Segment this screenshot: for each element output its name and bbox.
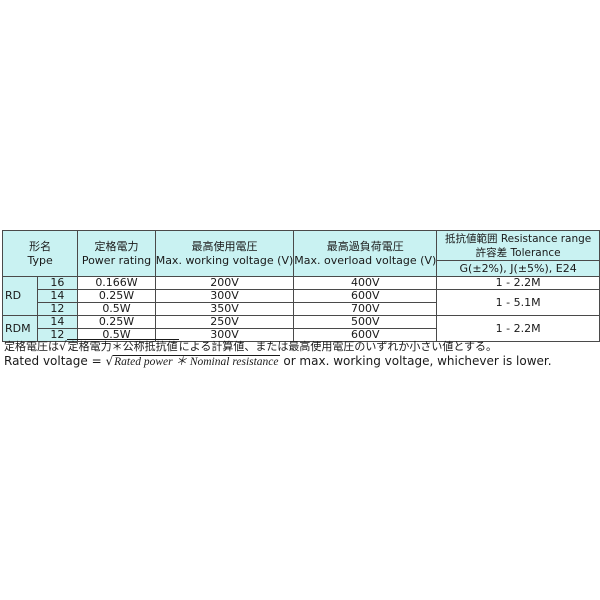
working-voltage-cell: 300V [154, 289, 295, 303]
sqrt-symbol: √ [59, 339, 67, 353]
sqrt-symbol: √ [105, 354, 114, 368]
working-voltage-cell: 300V [154, 328, 295, 342]
header-tolerance-series: G(±2%), J(±5%), E24 [436, 260, 600, 277]
footnote-english: Rated voltage = √Rated power ＊ Nominal r… [4, 353, 552, 370]
footnote-en-radicand: Rated power ＊ Nominal resistance [113, 355, 280, 368]
footnote-en-suffix: or max. working voltage, whichever is lo… [279, 354, 552, 368]
header-power-en: Power rating [81, 253, 152, 267]
size-cell: 12 [36, 328, 79, 342]
power-cell: 0.25W [77, 315, 156, 329]
resistance-range-cell: 1 - 2.2M [436, 315, 600, 342]
table-row: 14 0.25W 300V 600V 1 - 5.1M [3, 289, 600, 316]
header-resistance-range: 抵抗値範囲 Resistance range 許容差 Tolerance [436, 230, 600, 261]
working-voltage-cell: 350V [154, 302, 295, 316]
header-working-en: Max. working voltage (V) [155, 253, 294, 267]
footnote-ja-radicand: 定格電力＊公称抵抗値 [66, 339, 179, 353]
overload-voltage-cell: 400V [293, 276, 438, 290]
power-cell: 0.25W [77, 289, 156, 303]
header-overload-voltage: 最高過負荷電圧 Max. overload voltage (V) [293, 230, 438, 277]
header-resistance-line2: 許容差 Tolerance [475, 246, 561, 259]
footnote-ja-suffix: による計算値、または最高使用電圧のいずれか小さい値とする。 [178, 340, 497, 353]
working-voltage-cell: 250V [154, 315, 295, 329]
size-cell: 12 [36, 302, 79, 316]
footnote-en-prefix: Rated voltage = [4, 354, 106, 368]
size-cell: 16 [36, 276, 79, 290]
header-power-rating: 定格電力 Power rating [77, 230, 156, 277]
size-cell: 14 [36, 289, 79, 303]
header-power-ja: 定格電力 [94, 239, 139, 253]
footnote-japanese: 定格電圧は√定格電力＊公称抵抗値による計算値、または最高使用電圧のいずれか小さい… [4, 339, 497, 354]
power-cell: 0.5W [77, 302, 156, 316]
size-cell: 14 [36, 315, 79, 329]
power-cell: 0.166W [77, 276, 156, 290]
header-type-en: Type [27, 253, 53, 267]
resistance-range-cell: 1 - 5.1M [436, 289, 600, 316]
header-type-ja: 形名 [29, 239, 52, 253]
footnote-ja-prefix: 定格電圧は [4, 340, 59, 353]
header-overload-ja: 最高過負荷電圧 [326, 239, 404, 253]
table-row: RDM 14 0.25W 250V 500V 1 - 2.2M [2, 315, 600, 342]
header-type: 形名 Type [1, 230, 79, 277]
header-working-ja: 最高使用電圧 [191, 239, 258, 253]
power-cell: 0.5W [77, 328, 156, 342]
overload-voltage-cell: 500V [293, 315, 438, 329]
working-voltage-cell: 200V [154, 276, 295, 290]
header-overload-en: Max. overload voltage (V) [294, 253, 437, 267]
overload-voltage-cell: 600V [293, 328, 438, 342]
overload-voltage-cell: 600V [293, 289, 438, 303]
type-cell-rd: RD [2, 276, 38, 316]
resistor-spec-table: 形名 Type 定格電力 Power rating 最高使用電圧 Max. wo… [1, 230, 600, 342]
table-row: 12 0.5W 300V 600V [3, 328, 600, 342]
overload-voltage-cell: 700V [293, 302, 438, 316]
header-working-voltage: 最高使用電圧 Max. working voltage (V) [154, 230, 295, 277]
header-resistance-line1: 抵抗値範囲 Resistance range [444, 232, 592, 245]
resistance-range-cell: 1 - 2.2M [436, 276, 600, 290]
table-row: RD 16 0.166W 200V 400V 1 - 2.2M [2, 276, 600, 316]
type-cell-rdm: RDM [2, 315, 38, 342]
